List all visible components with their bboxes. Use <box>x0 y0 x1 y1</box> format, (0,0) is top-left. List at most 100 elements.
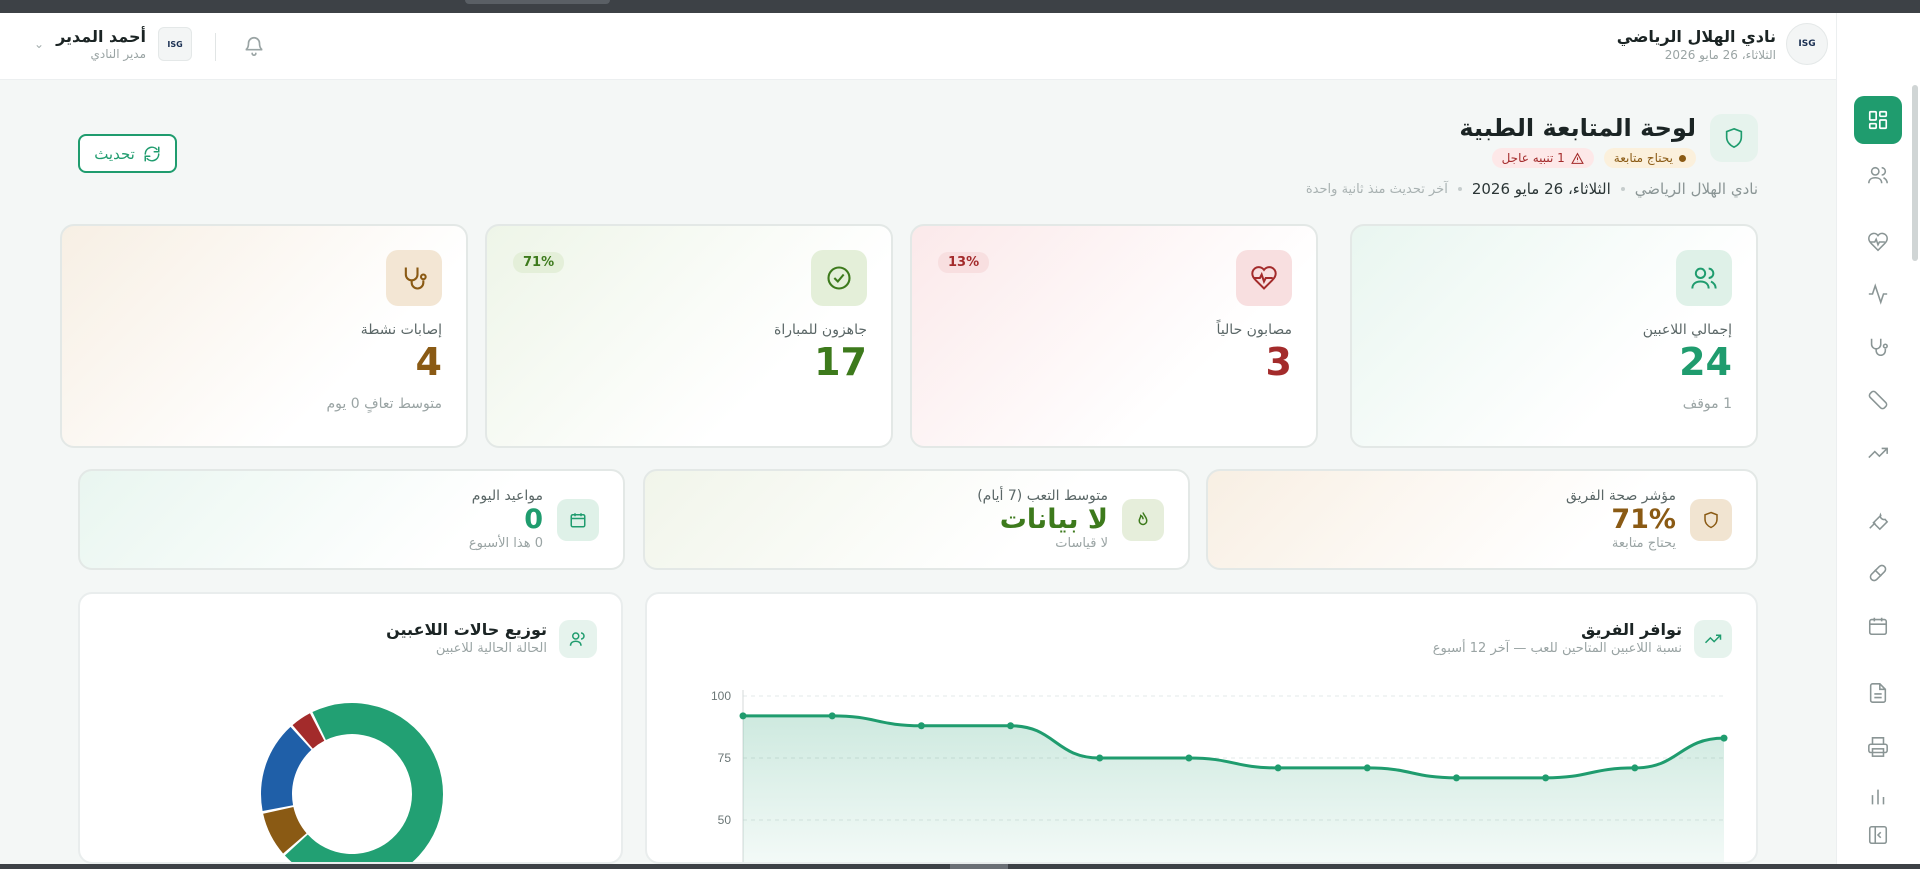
mid-value: 71% <box>1611 504 1676 536</box>
sidebar-item-health[interactable] <box>1854 218 1902 266</box>
stat-card-total-players[interactable]: إجمالي اللاعبين 24 1 موقف <box>1350 224 1758 448</box>
mid-label: مواعيد اليوم <box>471 488 543 505</box>
panel-title: توزيع حالات اللاعبين <box>386 620 547 639</box>
sidebar-item-players[interactable] <box>1854 151 1902 199</box>
sidebar-collapse[interactable] <box>1854 811 1902 859</box>
data-point[interactable] <box>1720 734 1728 742</box>
page-meta: نادي الهلال الرياضي الثلاثاء، 26 مايو 20… <box>1306 180 1758 198</box>
meta-date: الثلاثاء، 26 مايو 2026 <box>1471 180 1611 198</box>
bell-icon[interactable] <box>243 34 265 58</box>
status-dot <box>1679 154 1686 162</box>
urgent-alert-badge[interactable]: 1 تنبيه عاجل <box>1491 148 1594 168</box>
sidebar-item-medications[interactable] <box>1854 549 1902 597</box>
trending-up-icon <box>1694 620 1732 658</box>
main-content: تحديث لوحة المتابعة الطبية يحتاج متابعة … <box>0 80 1836 864</box>
stat-percent-badge: 13% <box>938 252 990 273</box>
stat-sub: متوسط تعافٍ 0 يوم <box>326 395 442 412</box>
alert-triangle-icon <box>1570 152 1584 164</box>
meta-club: نادي الهلال الرياضي <box>1634 180 1758 198</box>
sidebar-collapse-icon <box>1868 825 1888 845</box>
data-point[interactable] <box>1185 754 1193 762</box>
panel-subtitle: الحالة الحالية للاعبين <box>435 641 547 656</box>
shield-icon <box>1690 498 1732 541</box>
data-point[interactable] <box>739 712 747 720</box>
stat-value: 4 <box>415 340 442 384</box>
urgent-alert-label: 1 تنبيه عاجل <box>1501 151 1565 165</box>
donut-slice[interactable] <box>292 713 325 749</box>
status-donut-chart[interactable] <box>80 594 623 864</box>
chevron-down-icon[interactable]: ⌄ <box>34 37 45 51</box>
check-circle-icon <box>811 250 867 306</box>
donut-slice[interactable] <box>263 806 307 854</box>
document-icon <box>1869 683 1887 703</box>
stat-value: 17 <box>814 340 867 384</box>
browser-bottom-bar <box>0 864 1920 869</box>
data-point[interactable] <box>1363 764 1371 772</box>
appointments-card[interactable]: مواعيد اليوم 0 0 هذا الأسبوع <box>78 469 625 570</box>
user-menu[interactable]: ⌄ أحمد المدير مدير النادي ISG <box>34 27 193 61</box>
fatigue-card[interactable]: متوسط التعب (7 أيام) لا بيانات لا قياسات <box>643 469 1190 570</box>
stat-card-active-injuries[interactable]: إصابات نشطة 4 متوسط تعافٍ 0 يوم <box>60 224 468 448</box>
sidebar <box>1836 13 1920 864</box>
data-point[interactable] <box>1007 722 1015 730</box>
sidebar-item-tools[interactable] <box>1854 496 1902 544</box>
heart-pulse-icon <box>1236 250 1292 306</box>
mid-label: متوسط التعب (7 أيام) <box>977 488 1108 505</box>
header-date: الثلاثاء، 26 مايو 2026 <box>1664 47 1776 62</box>
data-point[interactable] <box>1096 754 1104 762</box>
sidebar-item-calendar[interactable] <box>1854 602 1902 650</box>
data-point[interactable] <box>1631 764 1639 772</box>
pill-icon <box>1869 564 1887 582</box>
donut-slice[interactable] <box>284 703 443 864</box>
refresh-button[interactable]: تحديث <box>78 134 177 173</box>
scrollbar[interactable] <box>1912 85 1918 261</box>
meta-updated: آخر تحديث منذ ثانية واحدة <box>1305 181 1448 197</box>
stat-value: 24 <box>1679 340 1732 384</box>
mid-label: مؤشر صحة الفريق <box>1565 488 1676 505</box>
stat-label: إجمالي اللاعبين <box>1642 322 1732 338</box>
users-icon <box>1868 166 1888 184</box>
club-identity[interactable]: ISG نادي الهلال الرياضي الثلاثاء، 26 ماي… <box>1617 23 1828 65</box>
donut-slice[interactable] <box>261 726 312 812</box>
stat-label: إصابات نشطة <box>360 322 442 338</box>
top-header: ISG نادي الهلال الرياضي الثلاثاء، 26 ماي… <box>0 13 1836 80</box>
sidebar-item-dashboard[interactable] <box>1854 96 1902 144</box>
trending-up-icon <box>1868 447 1888 459</box>
team-health-card[interactable]: مؤشر صحة الفريق 71% يحتاج متابعة <box>1206 469 1758 570</box>
data-point[interactable] <box>1274 764 1282 772</box>
calendar-icon <box>1868 617 1888 636</box>
users-icon <box>559 620 597 658</box>
stat-percent-badge: 71% <box>513 252 565 273</box>
mid-value: 0 <box>524 504 543 536</box>
heart-pulse-icon <box>1868 232 1888 252</box>
sidebar-item-activity[interactable] <box>1854 270 1902 318</box>
users-icon <box>1676 250 1732 306</box>
refresh-icon <box>144 146 160 161</box>
stat-card-match-ready[interactable]: جاهزون للمباراة 17 71% <box>485 224 893 448</box>
data-point[interactable] <box>1452 774 1460 782</box>
bandage-icon <box>1868 390 1888 410</box>
data-point[interactable] <box>917 722 925 730</box>
availability-area <box>743 715 1724 862</box>
sidebar-item-bandages[interactable] <box>1854 376 1902 424</box>
availability-chart[interactable]: 100 75 50 <box>647 594 1758 864</box>
data-point[interactable] <box>1542 774 1550 782</box>
sidebar-item-reports[interactable] <box>1854 669 1902 717</box>
page-title: لوحة المتابعة الطبية <box>1459 114 1696 142</box>
distribution-panel: توزيع حالات اللاعبين الحالة الحالية للاع… <box>78 592 623 864</box>
stat-card-injured[interactable]: مصابون حالياً 3 13% <box>910 224 1318 448</box>
printer-icon <box>1868 737 1888 757</box>
data-point[interactable] <box>828 712 836 720</box>
user-name: أحمد المدير <box>56 27 147 46</box>
stethoscope-icon <box>386 250 442 306</box>
sidebar-item-stats[interactable] <box>1854 773 1902 821</box>
page-header: لوحة المتابعة الطبية يحتاج متابعة 1 تنبي… <box>1306 114 1758 198</box>
scroll-pill <box>950 864 1008 869</box>
sidebar-item-injuries[interactable] <box>1854 323 1902 371</box>
sidebar-item-trends[interactable] <box>1854 429 1902 477</box>
meta-separator <box>1457 187 1462 191</box>
bar-chart-icon <box>1871 789 1885 805</box>
sidebar-item-print[interactable] <box>1854 723 1902 771</box>
panel-title: توافر الفريق <box>1581 620 1682 639</box>
club-logo: ISG <box>1786 23 1828 65</box>
